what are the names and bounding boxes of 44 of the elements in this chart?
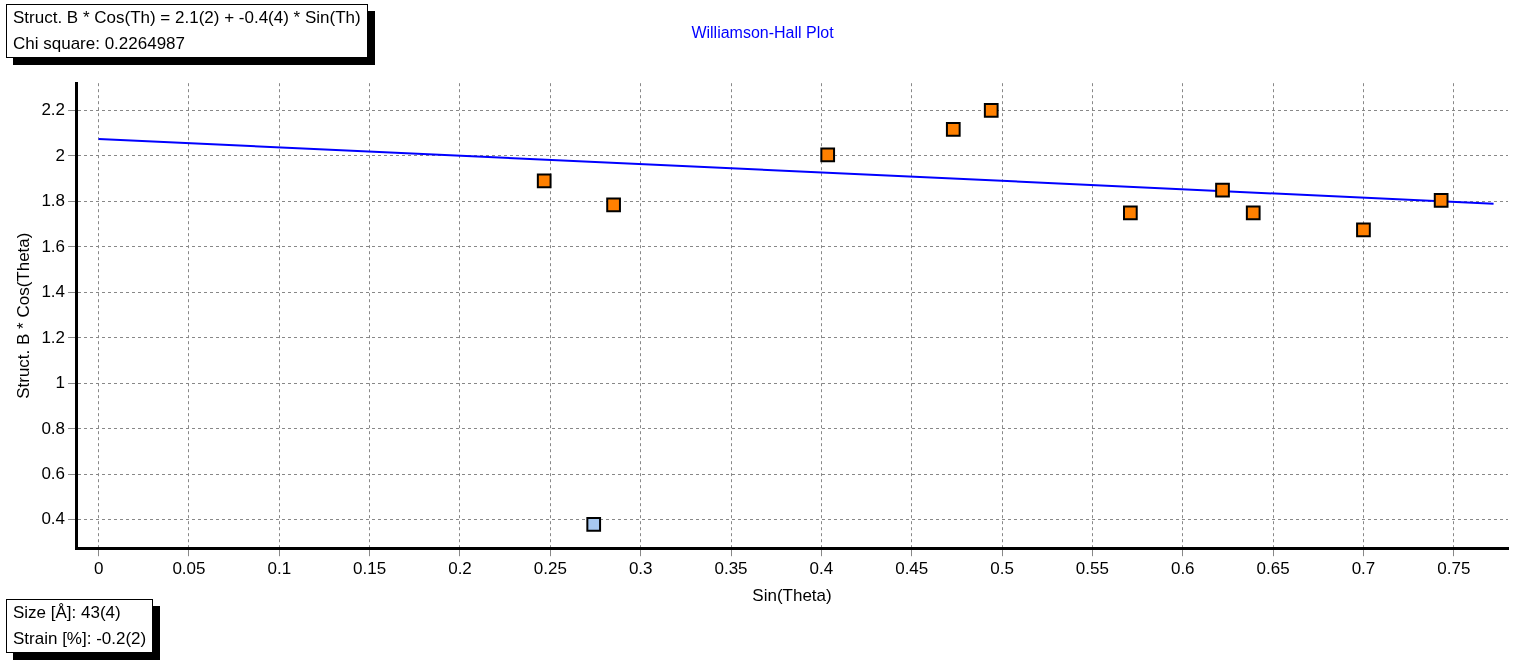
x-tick-label: 0.4	[809, 559, 834, 579]
y-tick-label: 0.8	[41, 418, 66, 438]
y-tick-label: 1	[55, 373, 66, 393]
text: Chi square: 0.2264987	[13, 33, 187, 55]
point	[983, 103, 999, 118]
text: Size [Å]: 43(4)	[13, 602, 122, 624]
x-tick-label: 0.45	[895, 559, 929, 579]
text: Strain [%]: -0.2(2)	[13, 628, 147, 650]
x-tick-label: 0.15	[353, 559, 387, 579]
y-tick-label: 0.4	[41, 509, 66, 529]
y-tick-label: 2.2	[41, 100, 66, 120]
x-tick-label: 0.3	[628, 559, 653, 579]
text: Struct. B * Cos(Th) = 2.1(2) + -0.4(4) * Sin(Th)	[13, 7, 361, 29]
chart-title: Williamson-Hall Plot	[691, 24, 835, 42]
point	[1215, 182, 1230, 198]
y-tick-label: 1.8	[41, 191, 66, 211]
point	[1356, 222, 1371, 238]
y-axis-title: Struct. B * Cos(Theta)	[13, 232, 33, 399]
point	[536, 173, 552, 189]
x-tick-label: 0	[93, 559, 104, 579]
x-tick-label: 0.1	[267, 559, 292, 579]
x-tick-label: 0.35	[714, 559, 748, 579]
y-tick-label: 0.6	[41, 463, 66, 483]
point	[1433, 192, 1449, 208]
y-tick-label: 1.2	[41, 327, 66, 347]
y-tick-label: 1.6	[41, 236, 66, 256]
x-axis-title: Sin(Theta)	[752, 586, 832, 606]
x-tick-label: 0.7	[1351, 559, 1376, 579]
x-tick-label: 0.6	[1170, 559, 1195, 579]
point	[1245, 205, 1261, 221]
x-tick-label: 0.65	[1256, 559, 1290, 579]
point	[1122, 205, 1138, 221]
x-tick-label: 0.5	[990, 559, 1014, 579]
x-tick-label: 0.75	[1437, 559, 1471, 579]
x-tick-label: 0.2	[448, 559, 472, 579]
y-tick-label: 2	[55, 145, 66, 165]
point	[586, 516, 602, 532]
x-tick-label: 0.55	[1075, 559, 1109, 579]
x-tick-label: 0.05	[172, 559, 206, 579]
point	[945, 122, 961, 137]
y-tick-label: 1.4	[41, 282, 66, 302]
point	[820, 147, 836, 163]
point	[606, 197, 621, 213]
x-tick-label: 0.25	[533, 559, 567, 579]
